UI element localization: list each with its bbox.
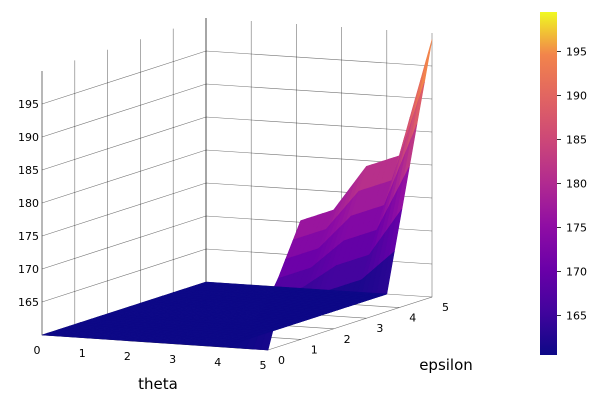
surface-patch <box>418 39 433 99</box>
x-tick-label: 5 <box>260 359 267 372</box>
x-tick-label: 3 <box>169 353 176 366</box>
x-tick-label: 4 <box>214 356 221 369</box>
y-tick-label: 5 <box>442 301 449 314</box>
z-axis-ticks: 165 170 175 180 185 190 195 <box>18 98 39 309</box>
x-tick-label: 1 <box>79 347 86 360</box>
surface <box>41 39 433 351</box>
colorbar-gradient <box>540 12 557 355</box>
y-tick-label: 4 <box>409 312 416 325</box>
x-tick-label: 0 <box>34 344 41 357</box>
y-tick-label: 1 <box>311 343 318 356</box>
z-tick-label: 190 <box>18 131 39 144</box>
z-tick-label: 165 <box>18 296 39 309</box>
y-axis-ticks: 0 1 2 3 4 5 <box>278 301 449 367</box>
colorbar-ticks: 165 170 175 180 185 190 195 <box>557 46 587 322</box>
x-tick-label: 2 <box>124 350 131 363</box>
z-tick-label: 170 <box>18 263 39 276</box>
colorbar-tick-label: 165 <box>566 309 587 322</box>
colorbar-tick-label: 170 <box>566 265 587 278</box>
colorbar-tick-label: 180 <box>566 178 587 191</box>
colorbar-tick-label: 195 <box>566 46 587 59</box>
y-tick-label: 3 <box>376 322 383 335</box>
y-tick-label: 0 <box>278 354 285 367</box>
surface-patch <box>200 281 214 285</box>
z-tick-label: 195 <box>18 98 39 111</box>
x-axis-label: theta <box>138 375 178 393</box>
z-grid-line <box>41 50 433 105</box>
colorbar-tick-label: 190 <box>566 90 587 103</box>
x-axis-ticks: 0 1 2 3 4 5 <box>34 344 267 372</box>
z-grid-line <box>41 83 433 138</box>
colorbar-tick-label: 175 <box>566 221 587 234</box>
colorbar-tick-label: 185 <box>566 134 587 147</box>
z-grid-line <box>41 116 433 171</box>
z-tick-label: 180 <box>18 197 39 210</box>
colorbar: 165 170 175 180 185 190 195 <box>540 12 587 355</box>
y-axis-label: epsilon <box>419 356 473 374</box>
z-tick-label: 175 <box>18 230 39 243</box>
z-tick-label: 185 <box>18 164 39 177</box>
y-tick-label: 2 <box>344 333 351 346</box>
